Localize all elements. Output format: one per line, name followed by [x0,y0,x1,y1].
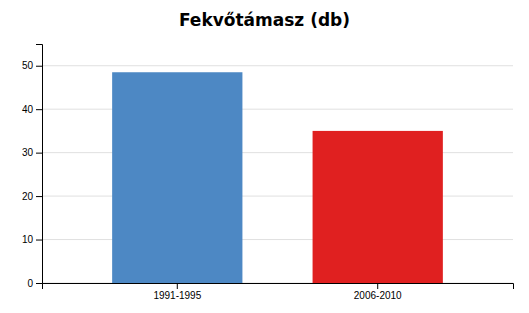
y-axis: 0 10 20 30 40 50 [22,45,43,289]
tick: 10 [22,234,42,245]
tick-mark [177,283,178,289]
axis-line [36,45,43,284]
tick: 40 [22,104,42,115]
tick-mark [36,283,42,284]
tick-label: 30 [22,147,34,158]
tick: 50 [22,60,42,71]
tick: 20 [22,191,42,202]
tick-label: 0 [27,278,33,289]
tick-mark [36,196,42,197]
tick-label: 10 [22,234,34,245]
tick-mark [36,109,42,110]
title: Fekvőtámasz (db) [179,10,350,30]
tick-mark [36,66,42,67]
x-axis: 1991-1995 2006-2010 [43,283,514,301]
tick-label: 40 [22,104,34,115]
axis-line [43,284,514,290]
chart: Fekvőtámasz (db) 0 10 20 30 40 50 1991-1995 2006… [0,0,529,313]
tick: 30 [22,147,42,158]
tick-mark [36,153,42,154]
grid-line [42,65,513,66]
tick-mark [36,240,42,241]
bar [112,72,242,283]
tick-label: 20 [22,191,34,202]
tick-label: 50 [22,60,34,71]
tick: 2006-2010 [354,283,402,301]
tick-mark [377,283,378,289]
tick-label: 1991-1995 [153,290,201,301]
bar [313,131,443,283]
tick: 0 [27,278,42,289]
tick: 1991-1995 [153,283,201,301]
bars [112,72,443,283]
tick-label: 2006-2010 [354,290,402,301]
plot: 0 10 20 30 40 50 1991-1995 2006-2010 [22,45,514,302]
grid [42,66,513,283]
